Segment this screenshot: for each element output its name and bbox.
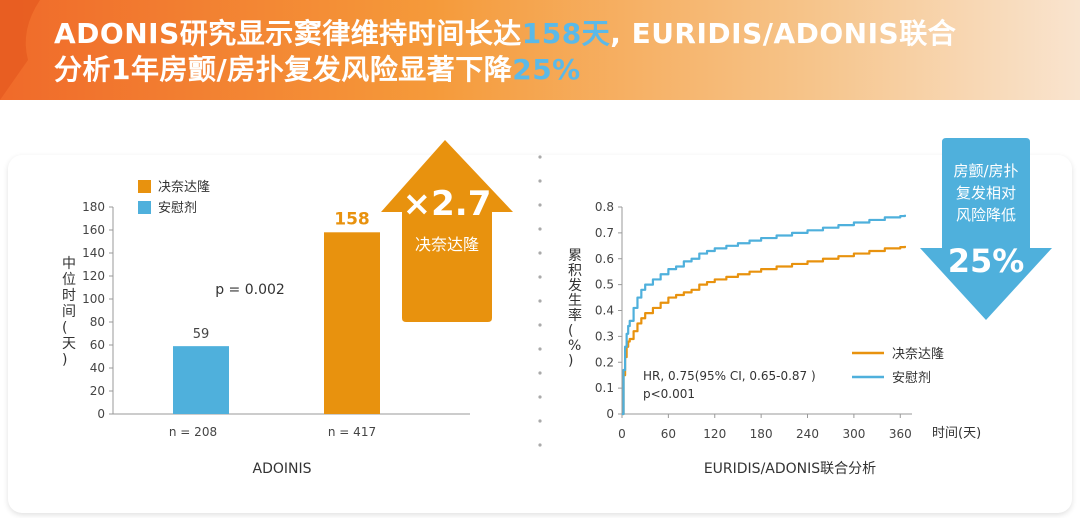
divider-dot	[538, 443, 542, 447]
bar-value-label: 59	[193, 327, 210, 342]
divider-dot	[538, 251, 542, 255]
divider-dot	[538, 323, 542, 327]
divider-dot	[538, 299, 542, 303]
bar-y-tick-label: 60	[90, 338, 105, 352]
headline-line-2: 分析1年房颤/房扑复发风险显著下降25%	[54, 48, 581, 88]
line-y-tick-label: 0.2	[595, 355, 614, 369]
bar-legend-dronedarone: 决奈达隆	[158, 180, 210, 195]
line-y-tick-label: 0.8	[595, 200, 614, 214]
bar-y-axis-label: 中位时间(天)	[62, 256, 76, 368]
line-series	[622, 214, 907, 416]
line-x-tick-label: 300	[842, 427, 865, 441]
line-x-tick-label: 240	[796, 427, 819, 441]
line-y-tick-label: 0.6	[595, 252, 614, 266]
bar-legend-swatch-dronedarone	[138, 180, 151, 193]
multiplier-label: ×2.7	[403, 184, 492, 224]
risk-reduction-value: 25%	[948, 242, 1025, 280]
divider-dot	[538, 419, 542, 423]
bar-legend-placebo: 安慰剂	[158, 201, 197, 216]
p-value-annotation: p<0.001	[643, 387, 695, 401]
headline-line2-part-a: 分析1年房颤/房扑复发风险显著下降	[54, 53, 513, 86]
headline-line1-part-a: ADONIS研究显示窦律维持时间长达	[54, 17, 522, 50]
divider-dot	[538, 371, 542, 375]
line-y-axis-label: 累积发生率(%)	[568, 248, 582, 369]
line-y-axis: 0 0.1 0.2 0.3 0.4 0.5 0.6 0.7 0.8	[595, 200, 622, 421]
line-y-tick-label: 0	[606, 407, 614, 421]
bar-value-label: 158	[334, 209, 370, 229]
line-y-tick-label: 0.3	[595, 329, 614, 343]
divider-dot	[538, 275, 542, 279]
divider-dot	[538, 155, 542, 159]
bar-chart-title: ADOINIS	[253, 461, 312, 477]
bar-legend-swatch-placebo	[138, 201, 151, 214]
line-x-tick-label: 0	[618, 427, 626, 441]
bar-series: 59 158	[173, 209, 380, 414]
headline-line2-highlight: 25%	[512, 53, 581, 86]
divider-dot	[538, 395, 542, 399]
divider-dot	[538, 347, 542, 351]
bar-y-tick-label: 20	[90, 384, 105, 398]
bar-y-axis: 0 20 40 60 80 100 120 140 160 180	[82, 200, 113, 421]
bar-y-tick-label: 80	[90, 315, 105, 329]
bar-y-tick-label: 100	[82, 292, 105, 306]
line-y-tick-label: 0.4	[595, 304, 614, 318]
line-y-tick-label: 0.1	[595, 381, 614, 395]
bar-y-tick-label: 0	[97, 407, 105, 421]
hr-annotation: HR, 0.75(95% CI, 0.65-0.87 )	[643, 369, 816, 383]
divider-dot	[538, 227, 542, 231]
down-arrow-callout	[920, 138, 1052, 320]
bar-p-value: p = 0.002	[215, 282, 285, 298]
line-series-dronedarone	[622, 245, 907, 416]
line-y-tick-label: 0.7	[595, 226, 614, 240]
chart-card	[8, 155, 1072, 513]
bar-n-label-dronedarone: n = 417	[328, 425, 376, 439]
line-x-tick-label: 360	[889, 427, 912, 441]
chart-divider	[538, 155, 542, 447]
headline-banner: ADONIS研究显示窦律维持时间长达158天, EURIDIS/ADONIS联合…	[0, 0, 1080, 100]
line-legend-dronedarone: 决奈达隆	[892, 347, 944, 362]
bar-dronedarone	[324, 232, 380, 414]
line-chart: 0 0.1 0.2 0.3 0.4 0.5 0.6 0.7 0.8 0 60 120 180 240 30…	[568, 138, 1052, 477]
line-y-tick-label: 0.5	[595, 278, 614, 292]
bar-chart: 0 20 40 60 80 100 120 140 160 180 59 158 中位时间(天) n…	[62, 140, 513, 477]
bar-y-tick-label: 40	[90, 361, 105, 375]
line-x-tick-label: 60	[661, 427, 676, 441]
divider-dot	[538, 203, 542, 207]
bar-y-tick-label: 120	[82, 269, 105, 283]
headline-line-1: ADONIS研究显示窦律维持时间长达158天, EURIDIS/ADONIS联合	[54, 12, 956, 52]
callout-line-1: 房颤/房扑	[953, 162, 1018, 180]
headline-line1-part-b: , EURIDIS/ADONIS联合	[610, 17, 957, 50]
banner-fold-decoration	[0, 0, 40, 100]
line-x-axis-label: 时间(天)	[932, 426, 981, 441]
multiplier-caption: 决奈达隆	[415, 235, 479, 254]
headline-line1-highlight: 158天	[521, 17, 611, 50]
line-series-placebo	[622, 214, 907, 416]
bar-y-tick-label: 140	[82, 246, 105, 260]
line-chart-title: EURIDIS/ADONIS联合分析	[704, 461, 876, 477]
line-x-tick-label: 120	[703, 427, 726, 441]
banner-background	[0, 0, 1080, 100]
bar-y-tick-label: 160	[82, 223, 105, 237]
up-arrow-callout	[381, 140, 513, 322]
callout-line-2: 复发相对	[956, 184, 1016, 202]
line-legend-placebo: 安慰剂	[892, 371, 931, 386]
divider-dot	[538, 179, 542, 183]
line-x-tick-label: 180	[750, 427, 773, 441]
bar-n-label-placebo: n = 208	[169, 425, 217, 439]
bar-placebo	[173, 346, 229, 414]
line-x-axis: 0 60 120 180 240 300 360	[618, 414, 912, 441]
bar-y-tick-label: 180	[82, 200, 105, 214]
callout-line-3: 风险降低	[956, 206, 1016, 224]
